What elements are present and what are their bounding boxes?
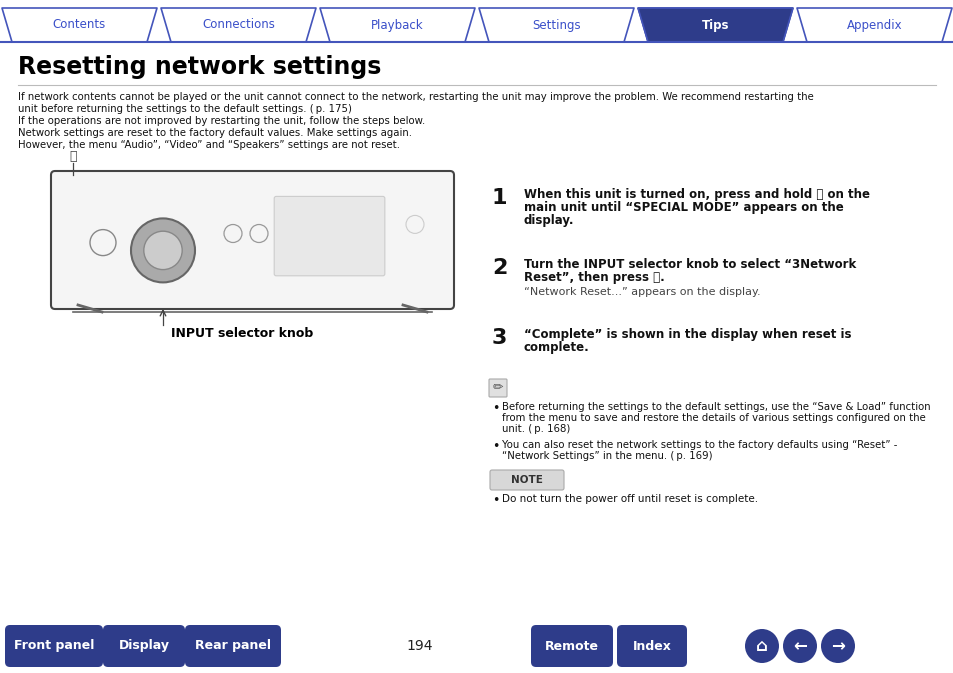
Text: 2: 2 <box>492 258 507 278</box>
FancyBboxPatch shape <box>103 625 185 667</box>
Text: “Network Settings” in the menu. ( p. 169): “Network Settings” in the menu. ( p. 169… <box>501 451 712 461</box>
Text: INPUT selector knob: INPUT selector knob <box>172 327 314 340</box>
Text: ✏: ✏ <box>493 382 503 394</box>
Polygon shape <box>161 8 315 42</box>
FancyBboxPatch shape <box>274 197 384 276</box>
Text: ⌂: ⌂ <box>756 637 767 655</box>
FancyBboxPatch shape <box>617 625 686 667</box>
Text: Front panel: Front panel <box>13 639 94 653</box>
Circle shape <box>744 629 779 663</box>
Text: •: • <box>492 494 498 507</box>
Text: Connections: Connections <box>202 18 274 32</box>
Text: NOTE: NOTE <box>511 475 542 485</box>
Text: complete.: complete. <box>523 341 589 354</box>
Text: Resetting network settings: Resetting network settings <box>18 55 381 79</box>
Polygon shape <box>478 8 634 42</box>
Text: Reset”, then press ⏽.: Reset”, then press ⏽. <box>523 271 664 284</box>
Text: •: • <box>492 440 498 453</box>
Text: “Network Reset...” appears on the display.: “Network Reset...” appears on the displa… <box>523 287 760 297</box>
Polygon shape <box>638 8 792 42</box>
Text: Appendix: Appendix <box>846 18 902 32</box>
Circle shape <box>821 629 854 663</box>
Text: 3: 3 <box>492 328 507 348</box>
Text: “Complete” is shown in the display when reset is: “Complete” is shown in the display when … <box>523 328 851 341</box>
Text: You can also reset the network settings to the factory defaults using “Reset” -: You can also reset the network settings … <box>501 440 897 450</box>
Text: If network contents cannot be played or the unit cannot connect to the network, : If network contents cannot be played or … <box>18 92 813 102</box>
FancyBboxPatch shape <box>531 625 613 667</box>
Circle shape <box>782 629 816 663</box>
Text: •: • <box>492 402 498 415</box>
Text: Tips: Tips <box>701 18 728 32</box>
FancyBboxPatch shape <box>185 625 281 667</box>
Circle shape <box>131 219 194 283</box>
Text: unit. ( p. 168): unit. ( p. 168) <box>501 424 570 434</box>
Text: If the operations are not improved by restarting the unit, follow the steps belo: If the operations are not improved by re… <box>18 116 425 126</box>
Text: →: → <box>830 637 844 655</box>
Polygon shape <box>796 8 951 42</box>
Text: 194: 194 <box>406 639 433 653</box>
Text: Playback: Playback <box>371 18 423 32</box>
Text: ←: ← <box>792 637 806 655</box>
Text: Network settings are reset to the factory default values. Make settings again.: Network settings are reset to the factor… <box>18 128 412 138</box>
Text: Remote: Remote <box>544 639 598 653</box>
FancyBboxPatch shape <box>490 470 563 490</box>
Text: Settings: Settings <box>532 18 580 32</box>
Text: When this unit is turned on, press and hold ⏽ on the: When this unit is turned on, press and h… <box>523 188 869 201</box>
FancyBboxPatch shape <box>489 379 506 397</box>
Text: unit before returning the settings to the default settings. ( p. 175): unit before returning the settings to th… <box>18 104 352 114</box>
Text: ⏽: ⏽ <box>70 150 76 163</box>
Polygon shape <box>319 8 475 42</box>
Text: Rear panel: Rear panel <box>194 639 271 653</box>
Text: However, the menu “Audio”, “Video” and “Speakers” settings are not reset.: However, the menu “Audio”, “Video” and “… <box>18 140 399 150</box>
Circle shape <box>144 232 182 270</box>
Polygon shape <box>2 8 157 42</box>
FancyBboxPatch shape <box>5 625 103 667</box>
FancyBboxPatch shape <box>51 171 454 309</box>
Text: display.: display. <box>523 214 574 227</box>
Text: Do not turn the power off until reset is complete.: Do not turn the power off until reset is… <box>501 494 758 504</box>
Text: Turn the INPUT selector knob to select “3Network: Turn the INPUT selector knob to select “… <box>523 258 856 271</box>
Text: Contents: Contents <box>52 18 106 32</box>
Text: main unit until “SPECIAL MODE” appears on the: main unit until “SPECIAL MODE” appears o… <box>523 201 842 214</box>
Text: Index: Index <box>632 639 671 653</box>
Text: 1: 1 <box>492 188 507 208</box>
Text: Display: Display <box>118 639 170 653</box>
Text: Before returning the settings to the default settings, use the “Save & Load” fun: Before returning the settings to the def… <box>501 402 929 412</box>
Text: from the menu to save and restore the details of various settings configured on : from the menu to save and restore the de… <box>501 413 924 423</box>
